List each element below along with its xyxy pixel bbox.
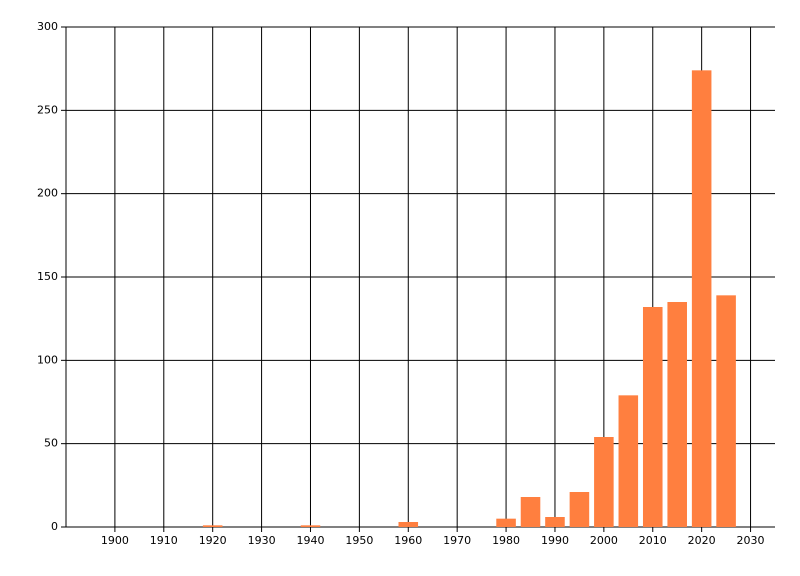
y-tick-label: 150	[37, 270, 58, 283]
y-tick-label: 250	[37, 103, 58, 116]
x-tick-label: 2010	[639, 534, 667, 547]
x-tick-label: 1990	[541, 534, 569, 547]
x-tick-label: 1920	[199, 534, 227, 547]
x-tick-label: 1900	[101, 534, 129, 547]
bar	[496, 518, 516, 527]
x-tick-label: 1930	[248, 534, 276, 547]
bar	[716, 295, 736, 527]
bar	[569, 492, 590, 527]
x-tick-label: 1980	[492, 534, 520, 547]
x-tick-label: 2020	[688, 534, 716, 547]
x-tick-label: 1940	[296, 534, 324, 547]
bar	[691, 70, 712, 527]
y-tick-label: 0	[51, 520, 58, 533]
y-tick-label: 300	[37, 20, 58, 33]
bar	[520, 497, 541, 527]
x-tick-label: 1950	[345, 534, 373, 547]
x-tick-label: 1970	[443, 534, 471, 547]
bar	[398, 522, 419, 527]
bar	[667, 302, 687, 527]
bar	[642, 307, 663, 527]
bar	[202, 525, 223, 527]
bar	[594, 437, 614, 527]
x-tick-label: 2030	[737, 534, 765, 547]
y-tick-label: 100	[37, 353, 58, 366]
y-tick-label: 200	[37, 187, 58, 200]
x-tick-label: 2000	[590, 534, 618, 547]
bar	[618, 395, 639, 527]
x-tick-label: 1960	[394, 534, 422, 547]
bar	[300, 525, 321, 527]
y-tick-label: 50	[44, 437, 58, 450]
x-tick-label: 1910	[150, 534, 178, 547]
bar	[545, 517, 565, 527]
